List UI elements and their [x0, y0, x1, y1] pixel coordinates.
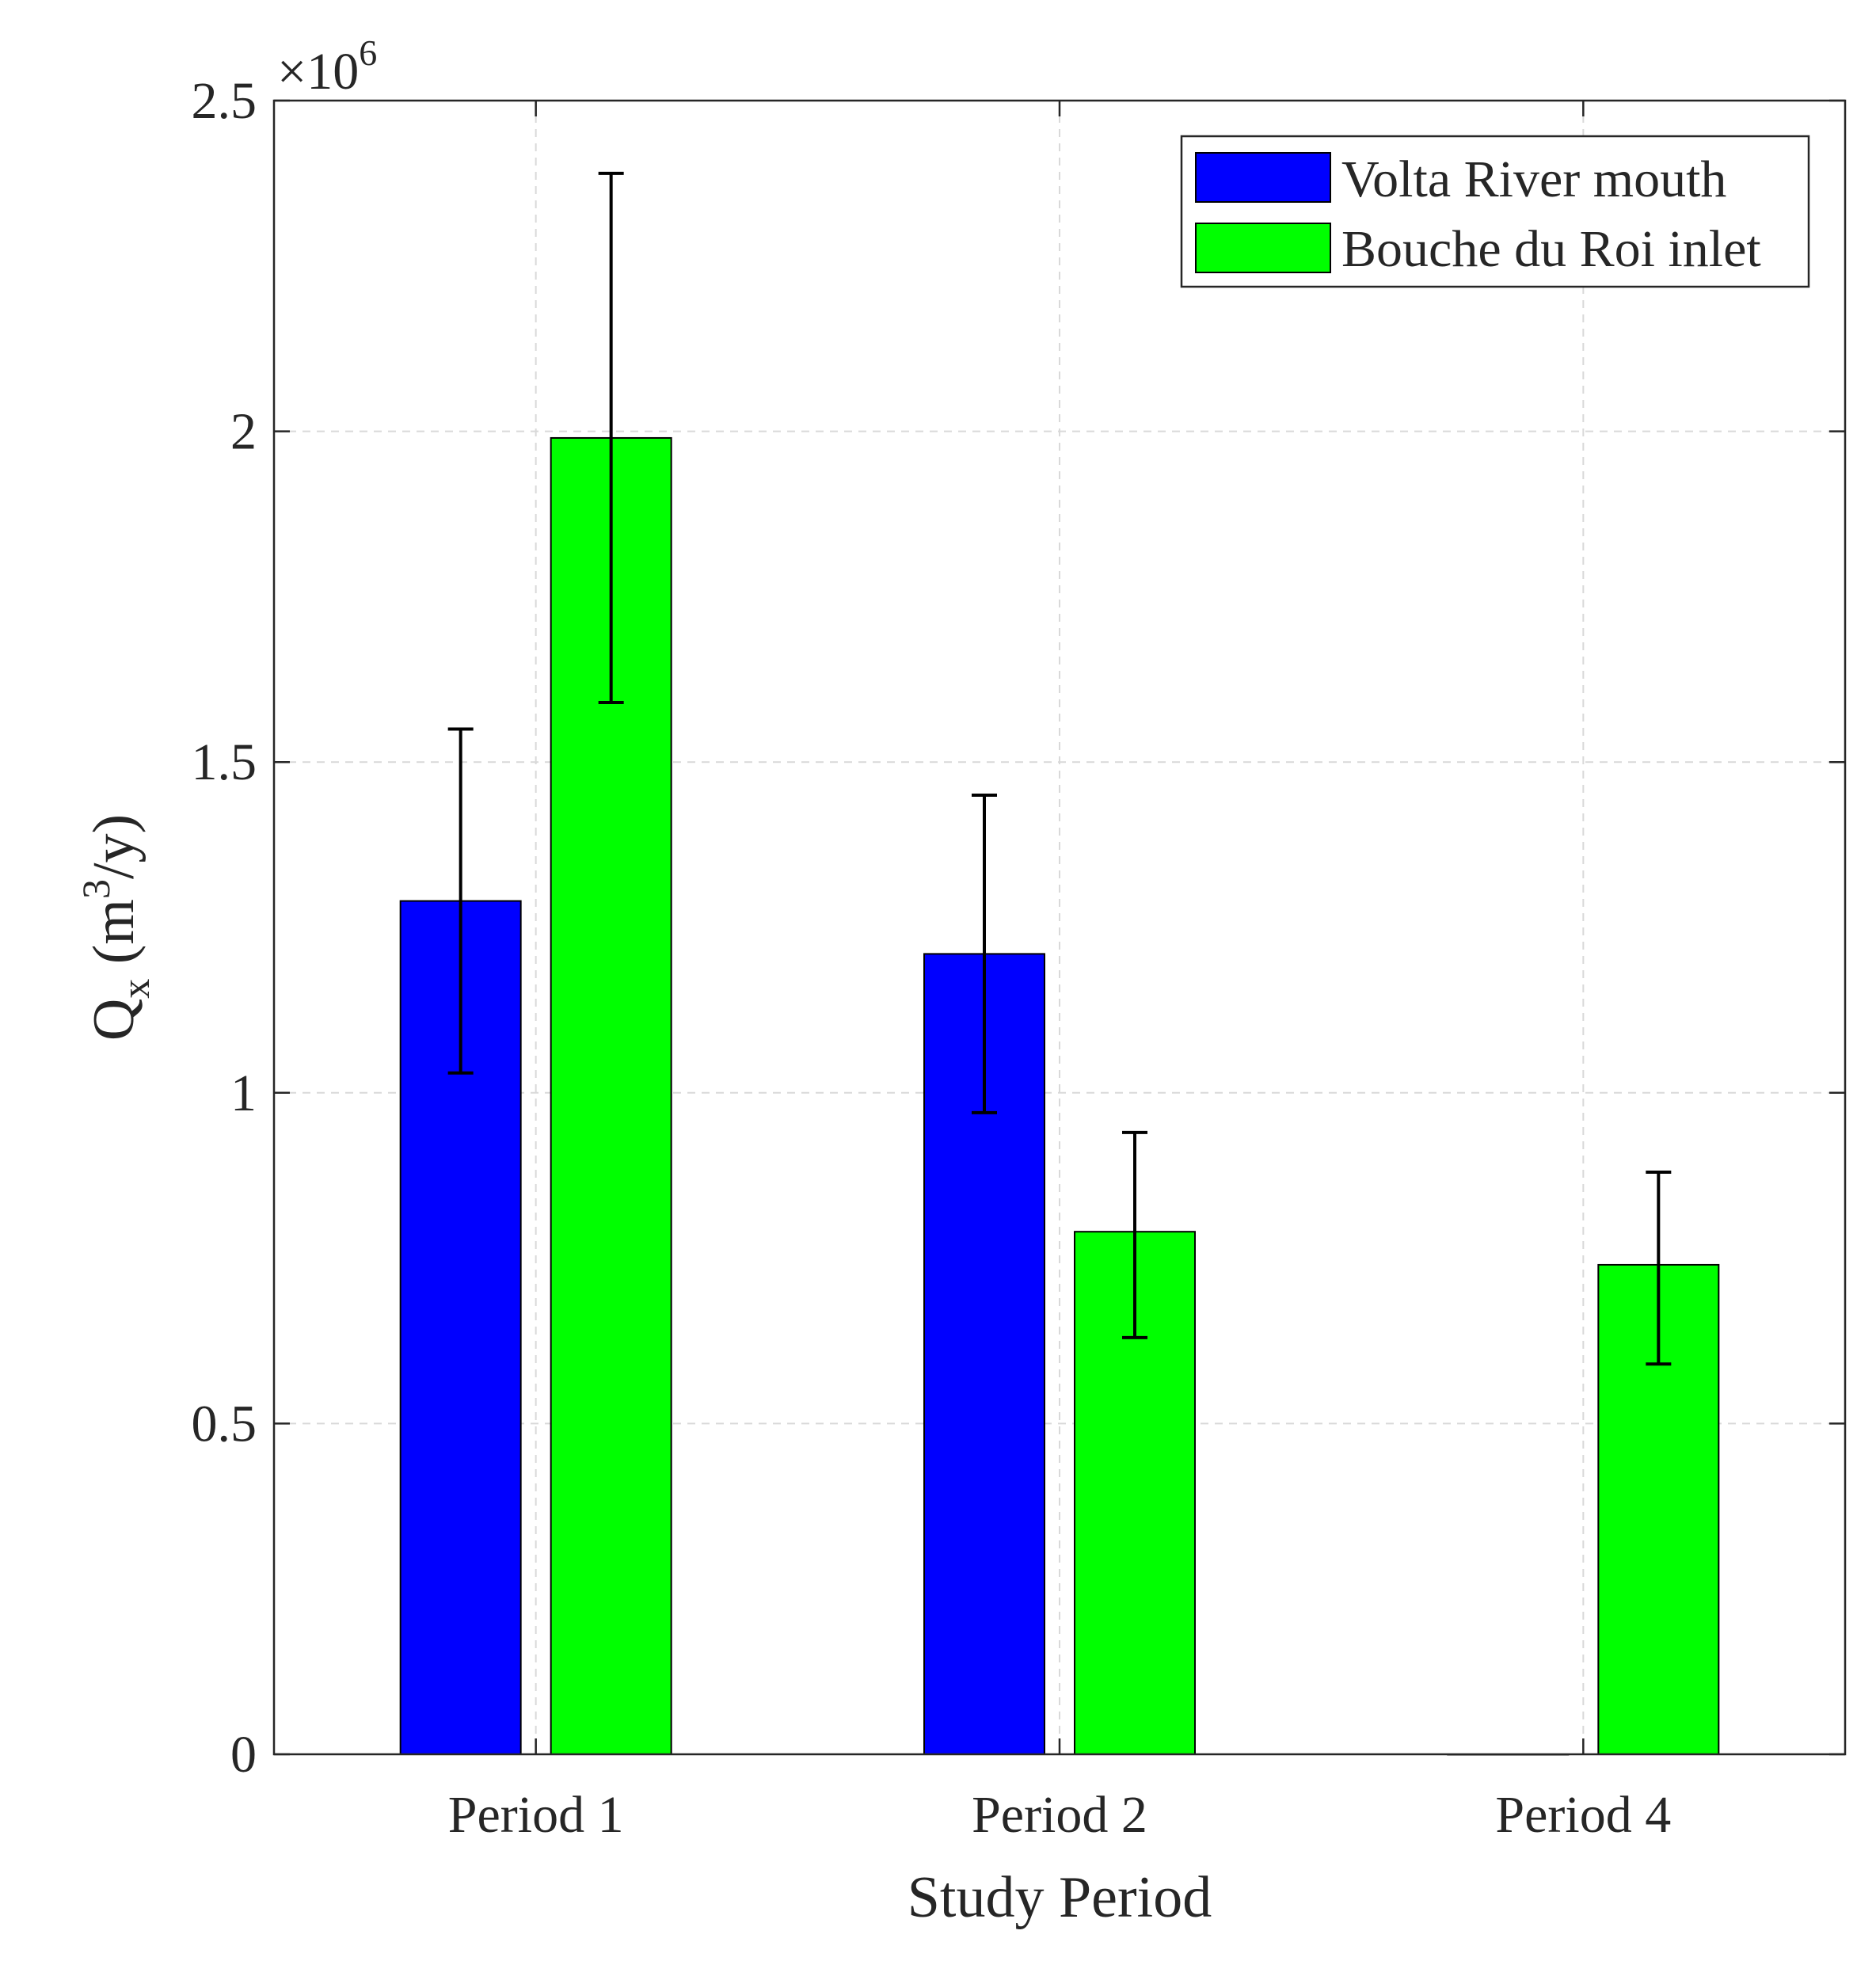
legend-swatch-bouche	[1195, 223, 1331, 273]
y-axis-label-unit-close: /y)	[82, 814, 147, 879]
y-tick-label: 2	[230, 403, 257, 461]
legend-label-volta: Volta River mouth	[1341, 150, 1726, 208]
y-axis-label-main: Q	[82, 999, 147, 1041]
x-axis-label: Study Period	[908, 1865, 1212, 1930]
axis-ticks	[274, 99, 1845, 1756]
y-axis-label-unit-open: (m	[82, 899, 147, 979]
grid-lines	[274, 101, 1845, 1754]
y-axis-label: Qx (m3/y)	[74, 814, 158, 1041]
legend: Volta River mouth Bouche du Roi inlet	[1180, 135, 1810, 288]
y-tick-label: 0.5	[192, 1395, 257, 1453]
y-tick-label: 1.5	[192, 733, 257, 791]
y-tick-label: 0	[230, 1726, 257, 1784]
y-axis-label-superscript: 3	[74, 879, 118, 899]
y-axis-label-subscript: x	[113, 979, 158, 999]
bars	[399, 436, 1720, 1756]
x-tick-label: Period 2	[972, 1786, 1147, 1844]
error-bars	[447, 171, 1672, 1366]
tick-labels: 0 0.5 1 1.5 2 2.5 Period 1 Period 2 Period 4	[192, 72, 1672, 1844]
legend-swatch-volta	[1195, 152, 1331, 203]
legend-label-bouche: Bouche du Roi inlet	[1341, 220, 1761, 278]
y-multiplier-label: ×106	[277, 32, 377, 101]
y-tick-label: 1	[230, 1064, 257, 1122]
x-tick-label: Period 4	[1495, 1786, 1671, 1844]
y-tick-label: 2.5	[192, 72, 257, 130]
x-tick-label: Period 1	[448, 1786, 624, 1844]
